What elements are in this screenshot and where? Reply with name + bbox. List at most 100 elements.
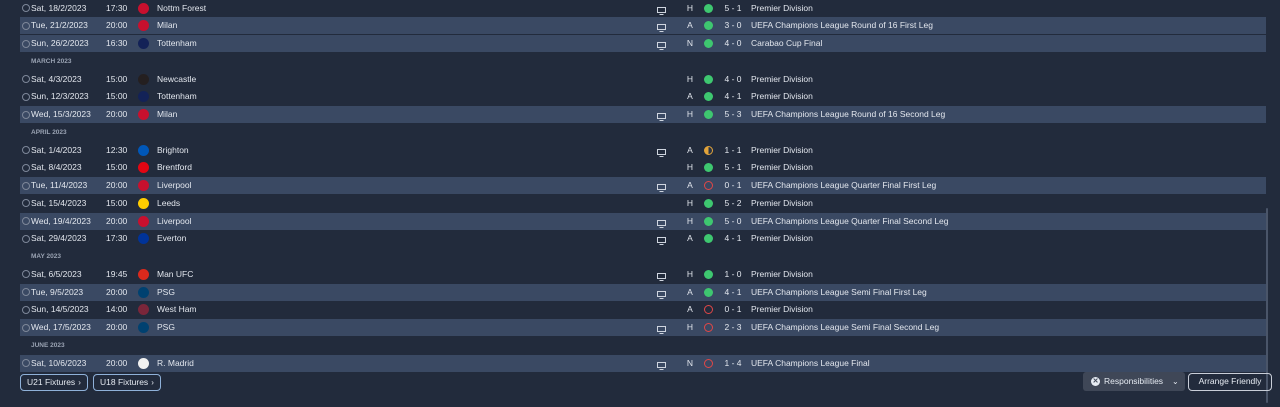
opponent-name[interactable]: Liverpool bbox=[157, 180, 192, 190]
venue-indicator: A bbox=[687, 233, 693, 244]
venue-indicator: A bbox=[687, 180, 693, 190]
u18-fixtures-button[interactable]: U18 Fixtures › bbox=[93, 374, 161, 391]
competition-name[interactable]: UEFA Champions League Round of 16 Second… bbox=[751, 109, 946, 119]
competition-name[interactable]: UEFA Champions League Quarter Final Firs… bbox=[751, 180, 937, 190]
fixture-score: 5 - 1 bbox=[724, 2, 742, 13]
responsibilities-label: Responsibilities bbox=[1104, 376, 1164, 386]
competition-name[interactable]: Premier Division bbox=[751, 73, 813, 84]
opponent-name[interactable]: Everton bbox=[157, 233, 187, 244]
fixture-date: Wed, 19/4/2023 bbox=[31, 215, 91, 226]
fixture-date: Sat, 15/4/2023 bbox=[31, 197, 87, 208]
opponent-name[interactable]: PSG bbox=[157, 286, 175, 297]
result-indicator bbox=[704, 358, 713, 368]
opponent-name[interactable]: Man UFC bbox=[157, 268, 194, 279]
competition-name[interactable]: UEFA Champions League Final bbox=[751, 357, 870, 368]
opponent-name[interactable]: PSG bbox=[157, 322, 175, 332]
tv-icon bbox=[657, 234, 666, 251]
fixture-date: Sat, 6/5/2023 bbox=[31, 268, 82, 279]
fixture-row[interactable]: Sat, 8/4/2023 15:00 Brentford H 5 - 1 Premier… bbox=[20, 159, 1266, 176]
fixture-date: Sat, 8/4/2023 bbox=[31, 162, 82, 173]
competition-name[interactable]: Premier Division bbox=[751, 162, 813, 173]
competition-name[interactable]: UEFA Champions League Semi Final First L… bbox=[751, 286, 927, 297]
fixture-row[interactable]: Wed, 19/4/2023 20:00 Liverpool H 5 - 0 UEFA C… bbox=[20, 212, 1266, 230]
fixture-row[interactable]: Sat, 4/3/2023 15:00 Newcastle H 4 - 0 Premier… bbox=[20, 71, 1266, 88]
fixture-row[interactable]: Sun, 12/3/2023 15:00 Tottenham A 4 - 1 Premie… bbox=[20, 88, 1266, 105]
fixture-date: Sat, 4/3/2023 bbox=[31, 73, 82, 84]
arrange-friendly-button[interactable]: Arrange Friendly bbox=[1188, 373, 1272, 391]
tv-icon bbox=[657, 181, 666, 198]
opponent-name[interactable]: Tottenham bbox=[157, 91, 197, 102]
fixture-date: Sun, 12/3/2023 bbox=[31, 91, 89, 102]
fixture-row[interactable]: Sat, 29/4/2023 17:30 Everton A 4 - 1 Premier … bbox=[20, 230, 1266, 247]
result-indicator bbox=[704, 3, 713, 13]
responsibilities-button[interactable]: ✕ Responsibilities ⌄ bbox=[1083, 372, 1185, 391]
u21-fixtures-button[interactable]: U21 Fixtures › bbox=[20, 374, 88, 391]
tv-icon bbox=[657, 288, 666, 305]
competition-name[interactable]: Premier Division bbox=[751, 304, 813, 315]
scrollbar[interactable] bbox=[1266, 208, 1268, 403]
opponent-name[interactable]: Leeds bbox=[157, 197, 181, 208]
u21-fixtures-label: U21 Fixtures bbox=[27, 377, 76, 387]
fixture-row[interactable]: Tue, 21/2/2023 20:00 Milan A 3 - 0 UEFA Champ… bbox=[20, 17, 1266, 35]
opponent-name[interactable]: West Ham bbox=[157, 304, 197, 315]
result-indicator bbox=[704, 269, 713, 279]
competition-name[interactable]: Premier Division bbox=[751, 233, 813, 244]
fixture-date: Tue, 11/4/2023 bbox=[31, 180, 88, 190]
opponent-name[interactable]: Nottm Forest bbox=[157, 2, 207, 13]
tottenham-crest bbox=[138, 38, 149, 49]
fixture-row[interactable]: Sat, 10/6/2023 20:00 R. Madrid N 1 - 4 UEFA C… bbox=[20, 354, 1266, 372]
fixture-score: 4 - 1 bbox=[724, 233, 742, 244]
fixture-row[interactable]: Wed, 17/5/2023 20:00 PSG H 2 - 3 UEFA Champio… bbox=[20, 319, 1266, 336]
opponent-name[interactable]: Brighton bbox=[157, 144, 189, 155]
fixture-score: 0 - 1 bbox=[724, 180, 742, 190]
status-indicator bbox=[22, 217, 30, 225]
fixture-row[interactable]: Sat, 15/4/2023 15:00 Leeds H 5 - 2 Premier Di… bbox=[20, 195, 1266, 212]
fixture-time: 20:00 bbox=[106, 180, 128, 190]
fixture-score: 4 - 0 bbox=[724, 73, 742, 84]
fixture-time: 14:00 bbox=[106, 304, 128, 315]
competition-name[interactable]: Premier Division bbox=[751, 197, 813, 208]
tv-icon bbox=[657, 39, 666, 56]
competition-name[interactable]: Premier Division bbox=[751, 2, 813, 13]
fixture-row[interactable]: Tue, 9/5/2023 20:00 PSG A 4 - 1 UEFA Champion… bbox=[20, 283, 1266, 301]
venue-indicator: N bbox=[686, 357, 694, 368]
opponent-name[interactable]: R. Madrid bbox=[157, 357, 194, 368]
fixture-row[interactable]: Sun, 26/2/2023 16:30 Tottenham N 4 - 0 Caraba… bbox=[20, 35, 1266, 52]
status-indicator bbox=[22, 39, 30, 48]
competition-name[interactable]: Premier Division bbox=[751, 268, 813, 279]
tv-icon bbox=[657, 110, 666, 127]
competition-name[interactable]: Premier Division bbox=[751, 91, 813, 102]
status-indicator bbox=[22, 288, 30, 296]
opponent-name[interactable]: Tottenham bbox=[157, 38, 197, 48]
opponent-name[interactable]: Newcastle bbox=[157, 73, 197, 84]
result-indicator bbox=[704, 74, 713, 84]
opponent-name[interactable]: Liverpool bbox=[157, 215, 192, 226]
opponent-name[interactable]: Brentford bbox=[157, 162, 192, 173]
fixture-date: Wed, 15/3/2023 bbox=[31, 109, 91, 119]
competition-name[interactable]: UEFA Champions League Round of 16 First … bbox=[751, 20, 933, 31]
status-indicator bbox=[22, 75, 30, 83]
fixture-date: Sat, 10/6/2023 bbox=[31, 357, 87, 368]
fixture-row[interactable]: Wed, 15/3/2023 20:00 Milan H 5 - 3 UEFA Champ… bbox=[20, 106, 1266, 123]
status-indicator bbox=[22, 163, 30, 172]
competition-name[interactable]: UEFA Champions League Quarter Final Seco… bbox=[751, 215, 949, 226]
fixture-row[interactable]: Tue, 11/4/2023 20:00 Liverpool A 0 - 1 UEFA C… bbox=[20, 177, 1266, 194]
fixture-row[interactable]: Sat, 18/2/2023 17:30 Nottm Forest H 5 - 1 Pre… bbox=[20, 0, 1266, 17]
competition-name[interactable]: UEFA Champions League Semi Final Second … bbox=[751, 322, 940, 332]
competition-name[interactable]: Premier Division bbox=[751, 144, 813, 155]
fixture-time: 15:00 bbox=[106, 91, 128, 102]
status-indicator bbox=[22, 305, 30, 314]
fixture-row[interactable]: Sat, 6/5/2023 19:45 Man UFC H 1 - 0 Premier D… bbox=[20, 266, 1266, 283]
result-indicator bbox=[704, 323, 713, 332]
competition-name[interactable]: Carabao Cup Final bbox=[751, 38, 823, 48]
fixture-row[interactable]: Sun, 14/5/2023 14:00 West Ham A 0 - 1 Premier… bbox=[20, 301, 1266, 318]
result-indicator bbox=[704, 110, 713, 119]
venue-indicator: H bbox=[686, 197, 694, 208]
month-header: APRIL 2023 bbox=[31, 128, 67, 136]
fixture-row[interactable]: Sat, 1/4/2023 12:30 Brighton A 1 - 1 Premier … bbox=[20, 142, 1266, 159]
fixture-score: 0 - 1 bbox=[724, 304, 742, 315]
month-header: MARCH 2023 bbox=[31, 57, 72, 65]
opponent-name[interactable]: Milan bbox=[157, 109, 178, 119]
opponent-name[interactable]: Milan bbox=[157, 20, 178, 31]
fixture-score: 1 - 4 bbox=[724, 357, 742, 368]
